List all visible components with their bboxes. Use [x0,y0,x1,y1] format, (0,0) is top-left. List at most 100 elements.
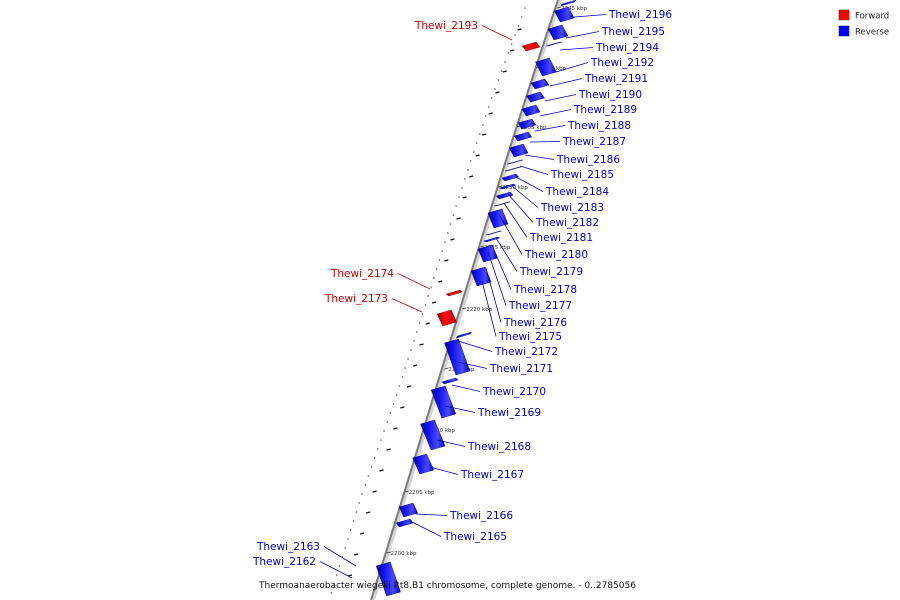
track-dot [427,295,430,297]
gene-block-reverse[interactable] [420,419,446,451]
gene-block-reverse[interactable] [430,385,457,419]
gene-label[interactable]: Thewi_2168 [467,441,531,453]
gene-label[interactable]: Thewi_2186 [556,154,620,166]
gene-block-reverse[interactable] [547,24,569,41]
gene-block-reverse[interactable] [470,266,492,287]
map-caption: Thermoanaerobacter wiegelii Rt8.B1 chrom… [258,581,636,591]
gene-label[interactable]: Thewi_2163 [256,541,320,553]
gene-block-forward[interactable] [445,289,463,297]
gene-block-reverse[interactable] [395,518,414,528]
leader-line [411,521,442,537]
gene-label[interactable]: Thewi_2191 [584,73,648,85]
gene-label[interactable]: Thewi_2190 [578,89,642,101]
gene-label[interactable]: Thewi_2178 [513,284,577,296]
gene-block-reverse[interactable] [485,230,502,236]
gene-block-reverse[interactable] [441,377,459,385]
gene-block-reverse[interactable] [521,104,541,117]
leader-line [451,384,481,392]
tick-label: 2225 kbp [484,245,510,251]
track-dot [358,502,360,504]
track-dash [502,70,507,73]
gene-label[interactable]: Thewi_2193 [414,20,478,32]
gene-block-forward[interactable] [436,309,457,327]
legend-swatch-reverse [838,25,850,37]
gene-label[interactable]: Thewi_2181 [529,232,593,244]
track-dot [487,106,490,108]
gene-label[interactable]: Thewi_2180 [524,249,588,261]
gene-labels: Thewi_2162 Thewi_2163 Thewi_2165 Thewi_2166… [252,9,672,568]
gene-block-reverse[interactable] [513,131,533,142]
leader-line [511,185,539,208]
track-dot [507,52,510,54]
gene-label[interactable]: Thewi_2187 [562,136,626,148]
gene-label[interactable]: Thewi_2192 [590,57,654,69]
gene-block-reverse[interactable] [560,0,577,7]
gene-block-reverse[interactable] [535,57,557,77]
gene-label[interactable]: Thewi_2175 [498,331,562,343]
gene-label[interactable]: Thewi_2189 [573,104,637,116]
gene-block-reverse[interactable] [526,91,545,103]
gene-label[interactable]: Thewi_2162 [252,556,316,568]
gene-label[interactable]: Thewi_2182 [535,217,599,229]
gene-label[interactable]: Thewi_2169 [477,407,541,419]
gene-block-reverse[interactable] [509,143,529,158]
gene-label[interactable]: Thewi_2165 [443,531,507,543]
gene-block-reverse[interactable] [554,6,575,23]
gene-block-reverse[interactable] [495,191,514,200]
track-dot [398,385,401,387]
gene-label[interactable]: Thewi_2176 [503,317,567,329]
track-dash [359,532,365,535]
gene-label[interactable]: Thewi_2194 [595,42,659,54]
gene-label[interactable]: Thewi_2188 [567,120,631,132]
gene-label[interactable]: Thewi_2185 [550,169,614,181]
gene-block-reverse[interactable] [483,236,501,243]
track-dot [424,304,427,306]
gene-block-reverse[interactable] [517,118,537,130]
gene-block-reverse[interactable] [412,453,435,475]
track-dot [524,7,526,9]
leader-line [397,273,431,290]
gene-label[interactable]: Thewi_2166 [449,510,513,522]
track-dot [389,412,392,414]
gene-block-reverse[interactable] [455,331,472,339]
gene-block-reverse[interactable] [530,78,550,90]
gene-block-reverse[interactable] [487,208,509,229]
gene-block-reverse[interactable] [444,338,471,376]
gene-block-reverse[interactable] [545,41,563,47]
gene-block-reverse[interactable] [375,561,401,597]
tick-mark [480,245,485,248]
gene-block-reverse[interactable] [398,502,418,518]
track-dot [517,25,520,27]
gene-label[interactable]: Thewi_2183 [540,202,604,214]
tick-mark [404,490,409,493]
gene-label[interactable]: Thewi_2173 [324,293,388,305]
track-dash [379,469,384,472]
gene-label[interactable]: Thewi_2172 [494,346,558,358]
gene-block-reverse[interactable] [504,166,521,172]
track-dot [386,421,389,423]
gene-label[interactable]: Thewi_2177 [508,300,572,312]
tick-label: 2205 kbp [409,490,435,496]
gene-label[interactable]: Thewi_2167 [460,469,524,481]
track-dash [488,112,493,115]
gene-block-reverse[interactable] [498,183,517,190]
gene-label[interactable]: Thewi_2170 [482,386,546,398]
track-dot [497,79,500,81]
gene-label[interactable]: Thewi_2184 [545,186,609,198]
gene-label[interactable]: Thewi_2179 [519,266,583,278]
gene-block-reverse[interactable] [501,173,520,182]
gene-label[interactable]: Thewi_2195 [601,26,665,38]
track-dot [441,250,444,252]
gene-block-reverse[interactable] [494,201,511,207]
leader-line [485,267,502,323]
gene-block-forward[interactable] [521,41,541,52]
track-dash [456,217,461,220]
gene-label[interactable]: Thewi_2171 [489,363,553,375]
legend-label-reverse: Reverse [855,28,889,38]
legend-label-forward: Forward [855,12,889,22]
backbone-line [370,0,559,600]
gene-label[interactable]: Thewi_2196 [608,9,672,21]
gene-block-reverse[interactable] [507,159,524,165]
gene-label[interactable]: Thewi_2174 [330,268,394,280]
track-dash [413,364,418,367]
